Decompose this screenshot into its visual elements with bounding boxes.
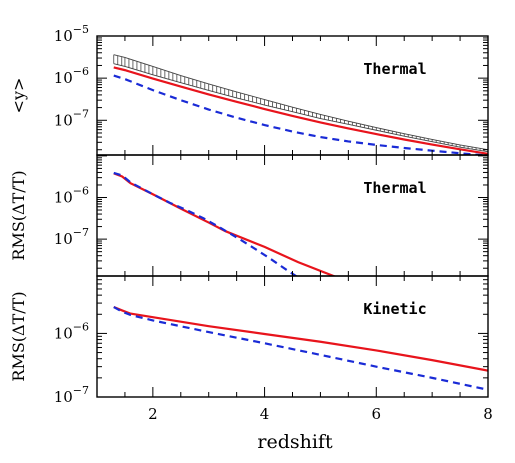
y-tick-label: 10−7 — [54, 384, 89, 406]
solid-series-line — [113, 172, 337, 276]
y-tick-label-exponent: −6 — [73, 185, 89, 198]
y-tick-label-exponent: −6 — [73, 320, 89, 333]
y-tick-label: 10−7 — [54, 107, 89, 129]
y-tick-label-mantissa: 10 — [54, 189, 73, 207]
panel-annotation: Kinetic — [363, 300, 426, 318]
band-lower-edge — [113, 63, 488, 153]
x-tick-label: 2 — [148, 405, 158, 423]
band-upper-edge — [113, 54, 488, 151]
panel-plot-area — [113, 54, 488, 155]
x-tick-label: 4 — [260, 405, 270, 423]
y-tick-label-exponent: −6 — [73, 65, 89, 78]
y-axis-label: <y> — [9, 78, 28, 114]
panel-plot-area — [113, 306, 488, 391]
x-axis: redshift 2 4 6 8 — [148, 405, 493, 453]
y-tick-label-mantissa: 10 — [54, 230, 73, 248]
y-tick-label: 10−6 — [54, 65, 89, 87]
y-tick-label-mantissa: 10 — [54, 27, 73, 45]
y-tick-label-mantissa: 10 — [54, 69, 73, 87]
y-tick-label-exponent: −7 — [73, 107, 89, 120]
panel-frame — [96, 35, 489, 156]
panel-frame — [96, 275, 489, 398]
dashed-series-line — [113, 306, 488, 391]
y-axis-label: RMS(ΔT/T) — [9, 291, 28, 381]
x-tick-label: 8 — [483, 405, 493, 423]
y-tick-label-mantissa: 10 — [54, 324, 73, 342]
panel-annotation: Thermal — [363, 60, 426, 78]
panel-1: 10−510−610−7<y>Thermal — [9, 23, 489, 156]
y-tick-label-exponent: −5 — [73, 23, 89, 36]
x-tick-label: 6 — [372, 405, 382, 423]
y-tick-label-mantissa: 10 — [54, 111, 73, 129]
x-axis-label: redshift — [257, 431, 333, 453]
y-tick-label-mantissa: 10 — [54, 388, 73, 406]
y-tick-label: 10−6 — [54, 320, 89, 342]
panel-annotation: Thermal — [363, 179, 426, 197]
dashed-series-line — [113, 171, 298, 276]
panel-frame — [96, 154, 489, 277]
solid-series-line — [113, 306, 488, 372]
y-tick-label: 10−7 — [54, 226, 89, 248]
y-axis-label: RMS(ΔT/T) — [9, 170, 28, 260]
solid-series-line — [113, 66, 488, 155]
panel-plot-area — [113, 171, 337, 276]
y-tick-label: 10−6 — [54, 185, 89, 207]
y-tick-label-exponent: −7 — [73, 226, 89, 239]
dashed-series-line — [113, 74, 488, 155]
y-tick-label: 10−5 — [54, 23, 89, 45]
y-tick-label-exponent: −7 — [73, 384, 89, 397]
